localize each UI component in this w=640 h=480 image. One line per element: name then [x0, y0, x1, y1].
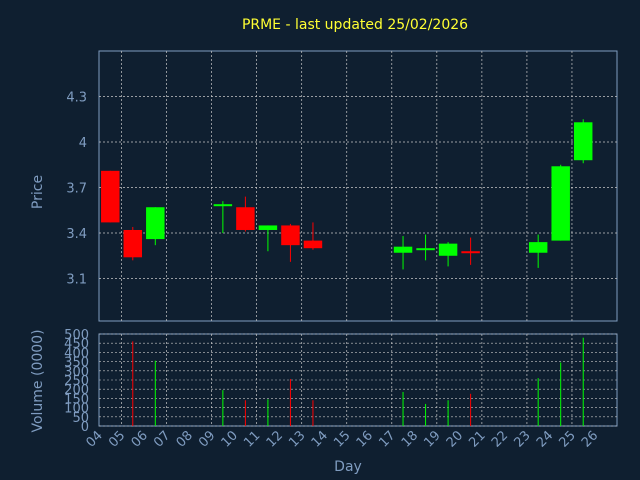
- x-tick-label: 05: [106, 428, 128, 450]
- volume-tick-label: 300: [64, 365, 89, 380]
- volume-tick-label: 200: [64, 383, 89, 398]
- candle-body: [416, 248, 435, 251]
- candle-body: [123, 229, 143, 258]
- volume-tick-label: 450: [64, 337, 89, 352]
- x-tick-label: 19: [421, 428, 443, 450]
- price-axis-label: Price: [30, 175, 46, 209]
- x-tick-label: 26: [579, 428, 601, 450]
- candle-body: [551, 166, 570, 241]
- volume-axis-label: Volume (0000): [30, 329, 46, 432]
- price-tick-label: 4.3: [66, 91, 87, 106]
- candle-body: [438, 243, 458, 256]
- volume-tick-label: 250: [64, 374, 89, 389]
- x-tick-label: 22: [489, 428, 511, 450]
- x-tick-label: 12: [264, 428, 286, 450]
- price-panel: 3.1 3.4 3.7 4 4.3: [66, 50, 618, 322]
- price-plot-frame: [98, 50, 618, 322]
- x-tick-label: 10: [219, 428, 241, 450]
- volume-tick-label: 0: [81, 420, 89, 435]
- candle-body: [101, 170, 120, 223]
- x-axis-label: Day: [334, 459, 362, 475]
- x-tick-label: 06: [129, 428, 151, 450]
- price-tick-label: 3.4: [66, 227, 87, 242]
- x-tick-label: 18: [399, 428, 421, 450]
- x-tick-label: 14: [309, 428, 331, 450]
- x-tick-label: 16: [354, 428, 376, 450]
- candle-body: [146, 207, 165, 240]
- x-tick-label: 20: [444, 428, 466, 450]
- candle-body: [303, 240, 323, 249]
- price-tick-label: 3.7: [66, 182, 87, 197]
- x-tick-label: 25: [556, 428, 578, 450]
- candle-body: [213, 204, 233, 207]
- x-tick-label: 23: [511, 428, 533, 450]
- x-tick-label: 08: [174, 428, 196, 450]
- candle-body: [573, 122, 593, 161]
- price-tick-label: 4: [79, 136, 87, 151]
- candle-body: [258, 225, 278, 230]
- candle-body: [236, 207, 255, 230]
- volume-tick-label: 50: [72, 411, 89, 426]
- x-tick-label: 13: [286, 428, 308, 450]
- volume-tick-label: 150: [64, 392, 89, 407]
- chart-title: PRME - last updated 25/02/2026: [242, 17, 468, 33]
- volume-tick-label: 350: [64, 356, 89, 371]
- volume-tick-label: 100: [64, 402, 89, 417]
- x-tick-label: 15: [331, 428, 353, 450]
- price-tick-label: 3.1: [66, 273, 87, 288]
- candle-body: [393, 246, 413, 253]
- candle-body: [281, 225, 300, 246]
- x-tick-label: 11: [241, 428, 263, 450]
- x-tick-label: 21: [466, 428, 488, 450]
- x-tick-label: 09: [196, 428, 218, 450]
- volume-tick-label: 400: [64, 346, 89, 361]
- volume-tick-label: 500: [64, 328, 89, 343]
- x-tick-label: 17: [376, 428, 398, 450]
- x-tick-label: 24: [534, 428, 556, 450]
- candle-body: [461, 251, 480, 254]
- candle-body: [528, 242, 548, 253]
- x-tick-label: 07: [151, 428, 173, 450]
